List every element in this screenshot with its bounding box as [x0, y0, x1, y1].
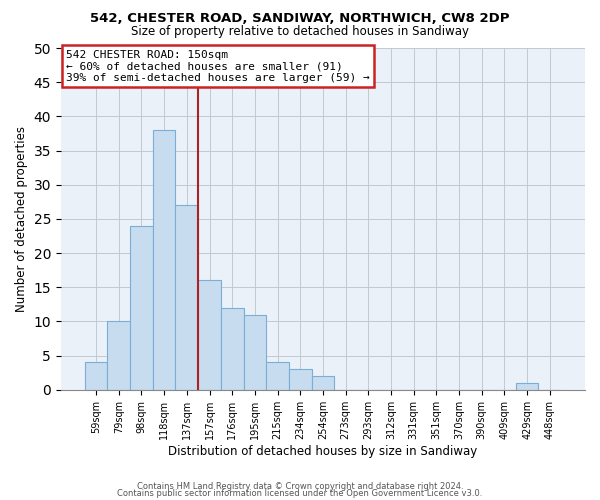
Bar — [130, 226, 153, 390]
Bar — [244, 314, 266, 390]
Bar — [516, 383, 538, 390]
X-axis label: Distribution of detached houses by size in Sandiway: Distribution of detached houses by size … — [169, 444, 478, 458]
Bar — [311, 376, 334, 390]
Bar — [198, 280, 221, 390]
Bar — [289, 370, 311, 390]
Text: 542 CHESTER ROAD: 150sqm
← 60% of detached houses are smaller (91)
39% of semi-d: 542 CHESTER ROAD: 150sqm ← 60% of detach… — [66, 50, 370, 83]
Text: Contains HM Land Registry data © Crown copyright and database right 2024.: Contains HM Land Registry data © Crown c… — [137, 482, 463, 491]
Bar — [266, 362, 289, 390]
Bar — [107, 322, 130, 390]
Bar — [85, 362, 107, 390]
Bar — [221, 308, 244, 390]
Text: Contains public sector information licensed under the Open Government Licence v3: Contains public sector information licen… — [118, 490, 482, 498]
Text: Size of property relative to detached houses in Sandiway: Size of property relative to detached ho… — [131, 25, 469, 38]
Y-axis label: Number of detached properties: Number of detached properties — [15, 126, 28, 312]
Bar — [153, 130, 175, 390]
Text: 542, CHESTER ROAD, SANDIWAY, NORTHWICH, CW8 2DP: 542, CHESTER ROAD, SANDIWAY, NORTHWICH, … — [90, 12, 510, 26]
Bar — [175, 205, 198, 390]
